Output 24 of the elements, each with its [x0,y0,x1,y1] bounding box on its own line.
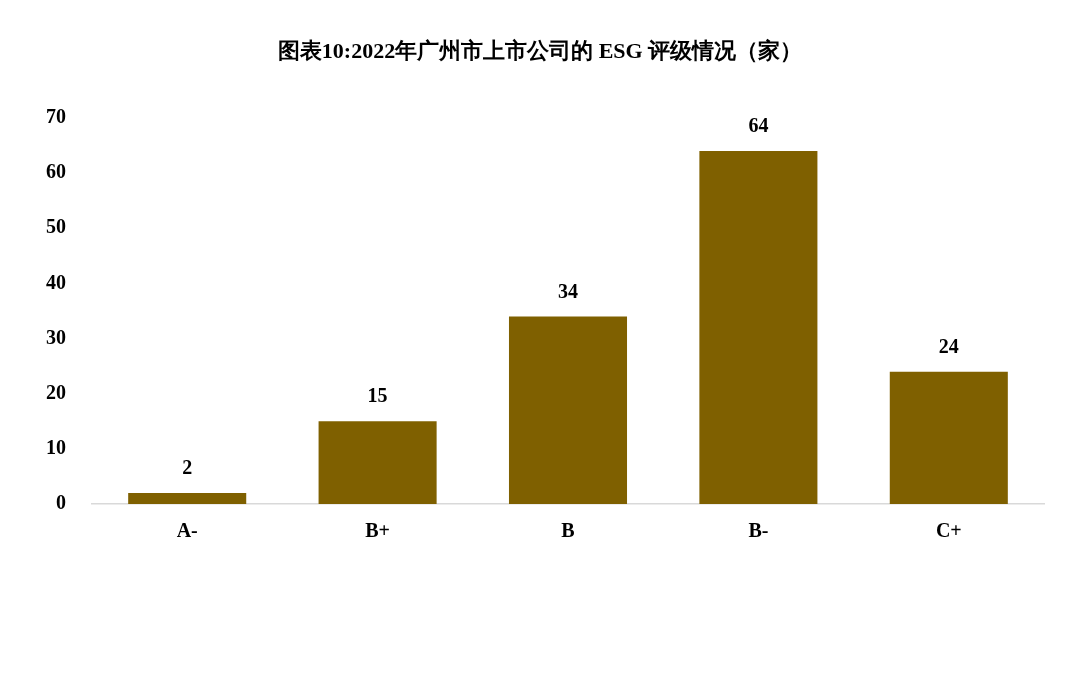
y-tick-label: 50 [46,215,66,238]
bar [889,371,1008,504]
data-label: 34 [558,279,578,302]
y-tick-label: 30 [46,325,66,348]
bar [128,492,247,504]
x-tick-label: B- [748,519,769,542]
y-tick-label: 40 [46,270,66,293]
x-tick-label: A- [176,519,198,542]
y-tick-label: 20 [46,380,66,403]
x-tick-label: C+ [935,519,962,542]
y-tick-label: 10 [46,436,66,459]
bar [699,151,818,504]
data-label: 24 [938,334,959,357]
bar [508,316,628,504]
y-tick-label: 0 [56,491,66,514]
data-label: 15 [367,384,388,407]
chart-title: 图表10:2022年广州市上市公司的 ESG 评级情况（家） [276,37,804,65]
bar [318,421,437,504]
x-tick-label: B+ [365,519,390,542]
y-tick-label: 70 [46,105,66,128]
data-label: 2 [182,456,193,479]
data-label: 64 [748,114,769,137]
x-tick-label: B [561,519,575,542]
y-tick-label: 60 [46,160,66,183]
